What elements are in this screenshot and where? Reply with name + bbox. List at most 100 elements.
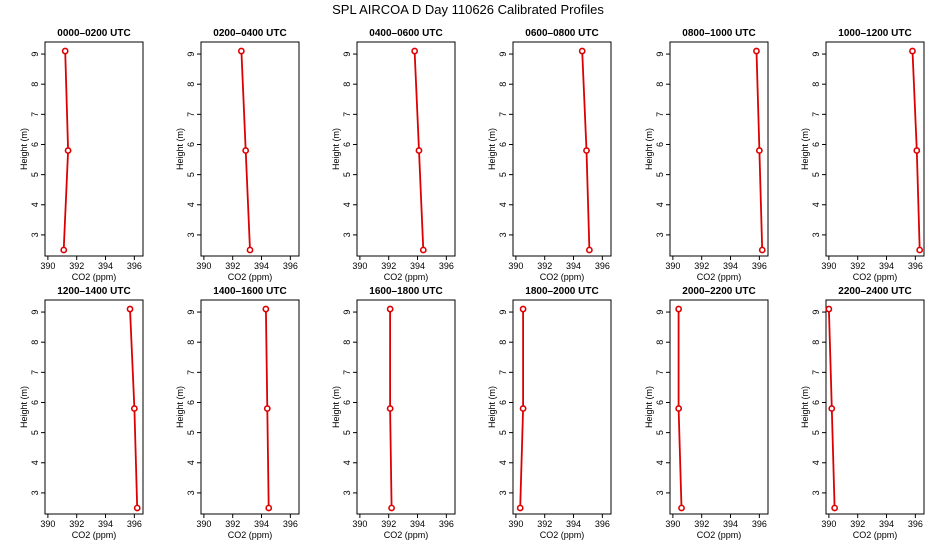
panel-0: 0000–0200 UTC 390 392 394 396 3 4 5 6 7 8 9 CO2 (ppm… [19,28,144,282]
x-tick-label: 392 [69,519,84,529]
y-tick-label: 6 [498,142,508,147]
x-axis-label: CO2 (ppm) [697,272,742,282]
plot-frame [669,299,769,515]
y-tick-label: 3 [655,232,665,237]
x-tick-label: 392 [537,261,552,271]
x-tick-label: 394 [723,261,738,271]
x-tick-label: 394 [566,519,581,529]
plot-frame [200,41,300,257]
profile-point [519,305,527,313]
y-tick-label: 9 [342,310,352,315]
x-axis-label: CO2 (ppm) [228,272,273,282]
x-tick-label: 392 [381,519,396,529]
plot-frame [356,41,456,257]
panel-8: 1600–1800 UTC 390 392 394 396 3 4 5 6 7 8 9 CO2 (ppm… [331,286,456,540]
profile-point [758,246,766,254]
y-tick-label: 7 [655,370,665,375]
panel-title: 2000–2200 UTC [682,286,755,297]
y-tick-label: 3 [811,490,821,495]
profile-point [411,47,419,55]
panel-title: 2200–2400 UTC [838,286,911,297]
y-tick-label: 3 [30,490,40,495]
profile-point [133,504,141,512]
x-tick-label: 392 [537,519,552,529]
profile-point [265,504,273,512]
x-tick-label: 394 [566,261,581,271]
y-tick-label: 7 [342,112,352,117]
x-tick-label: 392 [225,261,240,271]
profile-point [237,47,245,55]
y-axis-label: Height (m) [19,128,29,170]
x-tick-label: 394 [410,519,425,529]
y-tick-label: 3 [655,490,665,495]
profile-point [386,305,394,313]
x-tick-label: 390 [352,519,367,529]
plot-frame [512,299,612,515]
y-tick-label: 3 [186,490,196,495]
x-tick-label: 396 [595,519,610,529]
y-tick-label: 4 [186,202,196,207]
y-tick-label: 5 [655,172,665,177]
y-axis-label: Height (m) [800,128,810,170]
y-tick-label: 5 [186,172,196,177]
y-tick-label: 9 [186,52,196,57]
x-tick-label: 396 [283,261,298,271]
x-tick-label: 390 [40,261,55,271]
x-tick-label: 396 [439,261,454,271]
y-tick-label: 9 [655,310,665,315]
x-tick-label: 396 [752,519,767,529]
x-tick-label: 390 [196,261,211,271]
profile-point [64,147,72,154]
y-tick-label: 8 [30,82,40,87]
y-tick-label: 9 [498,52,508,57]
y-tick-label: 5 [498,172,508,177]
plot-frame [825,41,925,257]
y-tick-label: 8 [342,82,352,87]
panel-4: 0800–1000 UTC 390 392 394 396 3 4 5 6 7 8 9 CO2 (ppm… [644,28,769,282]
panel-title: 1200–1400 UTC [57,286,130,297]
y-tick-label: 4 [655,460,665,465]
panel-7: 1400–1600 UTC 390 392 394 396 3 4 5 6 7 8 9 CO2 (ppm… [175,286,300,540]
profile-point [675,305,683,313]
x-tick-label: 396 [127,261,142,271]
y-tick-label: 9 [342,52,352,57]
profile-point [578,47,586,55]
y-tick-label: 9 [655,52,665,57]
profile-point [755,147,763,154]
y-axis-label: Height (m) [331,386,341,428]
x-tick-label: 394 [723,519,738,529]
y-tick-label: 7 [30,370,40,375]
plot-frame [825,299,925,515]
y-axis-label: Height (m) [175,128,185,170]
profile-point [828,405,836,412]
panel-2: 0400–0600 UTC 390 392 394 396 3 4 5 6 7 8 9 CO2 (ppm… [331,28,456,282]
panel-title: 1600–1800 UTC [369,286,442,297]
profile-point [678,504,685,512]
x-tick-label: 390 [665,261,680,271]
y-tick-label: 9 [498,310,508,315]
y-tick-label: 5 [342,430,352,435]
y-tick-label: 6 [811,400,821,405]
profile-point [415,147,423,154]
y-tick-label: 3 [498,232,508,237]
x-axis-label: CO2 (ppm) [72,272,117,282]
x-tick-label: 396 [595,261,610,271]
y-tick-label: 5 [811,430,821,435]
y-tick-label: 5 [342,172,352,177]
y-tick-label: 6 [811,142,821,147]
x-axis-label: CO2 (ppm) [540,530,585,540]
y-tick-label: 7 [186,112,196,117]
y-tick-label: 4 [811,202,821,207]
x-tick-label: 390 [196,519,211,529]
y-axis-label: Height (m) [487,386,497,428]
y-tick-label: 5 [30,430,40,435]
profile-point [916,246,924,254]
panel-title: 1000–1200 UTC [838,28,911,39]
profile-point [913,147,921,154]
y-tick-label: 7 [811,112,821,117]
y-tick-label: 8 [186,340,196,345]
y-tick-label: 6 [30,142,40,147]
profile-point [831,504,839,512]
panel-1: 0200–0400 UTC 390 392 394 396 3 4 5 6 7 8 9 CO2 (ppm… [175,28,300,282]
